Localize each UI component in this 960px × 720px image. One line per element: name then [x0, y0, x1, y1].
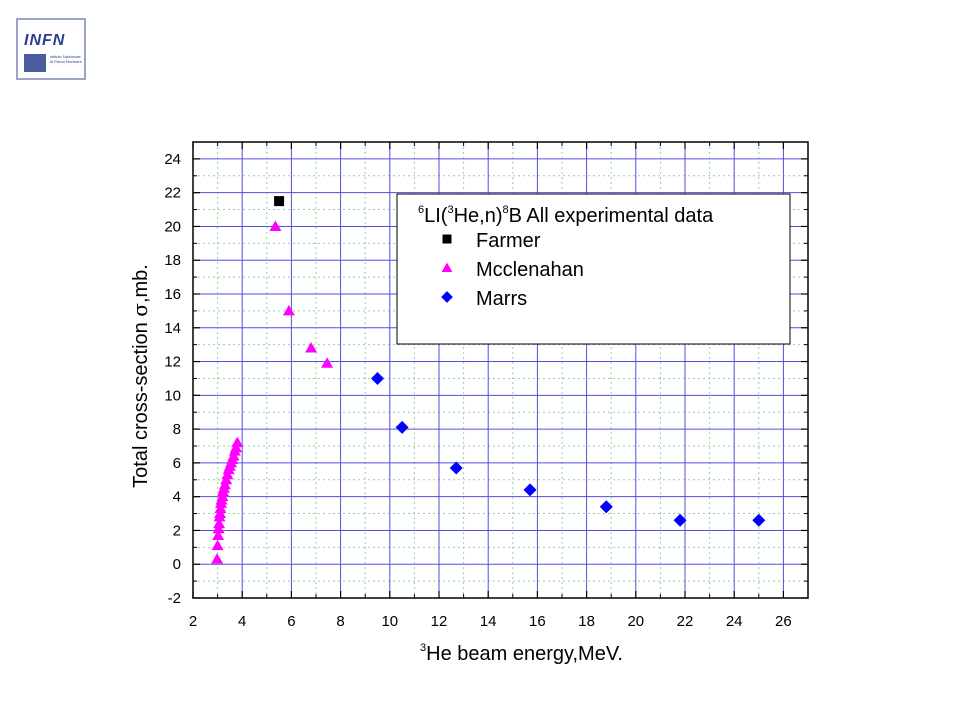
legend-title-sup: 6: [418, 204, 424, 216]
data-point: [321, 357, 334, 368]
x-tick-label: 4: [238, 613, 246, 630]
x-tick-label: 22: [677, 613, 694, 630]
y-tick-label: 0: [173, 556, 181, 573]
data-point: [231, 436, 244, 448]
x-tick-label: 12: [431, 613, 448, 630]
y-tick-label: 2: [173, 522, 181, 539]
x-tick-label: 6: [287, 613, 295, 630]
data-point: [752, 513, 766, 527]
x-tick-label: 16: [529, 613, 546, 630]
y-tick-label: 6: [173, 455, 181, 472]
logo-emblem: [24, 54, 46, 72]
x-tick-label: 26: [775, 613, 792, 630]
y-tick-label: 22: [164, 185, 181, 202]
data-point: [269, 220, 282, 231]
y-tick-label: 8: [173, 421, 181, 438]
series-marrs: [371, 371, 766, 527]
y-tick-label: 24: [164, 151, 181, 168]
data-point: [212, 529, 225, 541]
data-point: [523, 483, 537, 497]
series-farmer: [274, 196, 285, 207]
x-tick-label: 18: [578, 613, 595, 630]
legend-label: Farmer: [476, 230, 541, 252]
legend-title-text: LI(: [424, 205, 448, 227]
legend-entry: Farmer: [442, 230, 541, 252]
legend-marker: [442, 234, 452, 244]
legend-box: [396, 193, 791, 345]
x-axis-label-text: He beam energy,MeV.: [426, 643, 623, 665]
legend-title-sup: 8: [503, 204, 509, 216]
x-tick-label: 8: [336, 613, 344, 630]
y-axis-label-text: ,mb.: [130, 264, 152, 303]
logo-subtitle: Istituto Nazionale di Fisica Nucleare: [50, 54, 82, 64]
x-tick-label: 14: [480, 613, 497, 630]
data-point: [213, 517, 226, 529]
logo-wordmark: INFN: [24, 32, 66, 49]
data-point: [282, 304, 295, 316]
series-mcclenahan: [211, 220, 334, 564]
legend-label: Mcclenahan: [476, 259, 584, 281]
y-tick-label: 4: [173, 489, 181, 506]
data-point: [305, 342, 318, 353]
legend-title-text: He,n): [454, 205, 503, 227]
x-axis-label-sup: 3: [420, 642, 426, 654]
plot-frame: [192, 141, 809, 599]
x-tick-label: 20: [627, 613, 644, 630]
y-tick-label: 10: [164, 387, 181, 404]
x-tick-label: 2: [189, 613, 197, 630]
data-points: [211, 196, 766, 564]
logo-subtitle-line: di Fisica Nucleare: [50, 59, 82, 64]
y-tick-label: 16: [164, 286, 181, 303]
logo-subtitle-line: Istituto Nazionale: [50, 54, 81, 59]
x-tick-label: 10: [381, 613, 398, 630]
legend-entry: Mcclenahan: [441, 259, 584, 281]
y-axis-label-text: Total cross-section: [130, 317, 152, 488]
legend-marker: [441, 262, 453, 273]
data-point: [599, 500, 613, 514]
legend-title: 6LI(3He,n)8B All experimental data: [418, 204, 714, 227]
x-axis-label: 3He beam energy,MeV.: [420, 642, 623, 665]
axis-ticks: 2 4 6 8 10 12 14 16 18 20 22 24 26-20246810121416182…: [164, 141, 809, 630]
legend-marker: [441, 291, 453, 303]
y-tick-label: 18: [164, 252, 181, 269]
data-point: [211, 539, 224, 551]
legend-entry: Marrs: [441, 288, 527, 310]
y-tick-label: -2: [168, 590, 181, 607]
data-point: [274, 196, 285, 207]
y-tick-label: 14: [164, 320, 181, 337]
legend-title-text: B All experimental data: [509, 205, 714, 227]
data-point: [395, 420, 409, 434]
data-point: [449, 461, 463, 475]
y-tick-label: 20: [164, 218, 181, 235]
legend-label: Marrs: [476, 288, 527, 310]
data-point: [673, 513, 687, 527]
data-point: [371, 371, 384, 385]
legend-title-sup: 3: [447, 204, 453, 216]
infn-logo: INFN Istituto Nazionale di Fisica Nuclea…: [16, 18, 86, 80]
y-axis-label-sigma: σ: [128, 303, 152, 317]
legend: 6LI(3He,n)8B All experimental data Farme…: [396, 193, 791, 345]
x-tick-label: 24: [726, 613, 743, 630]
y-tick-label: 12: [164, 354, 181, 371]
data-point: [211, 553, 224, 564]
y-axis-label: Total cross-section σ,mb.: [128, 264, 152, 488]
